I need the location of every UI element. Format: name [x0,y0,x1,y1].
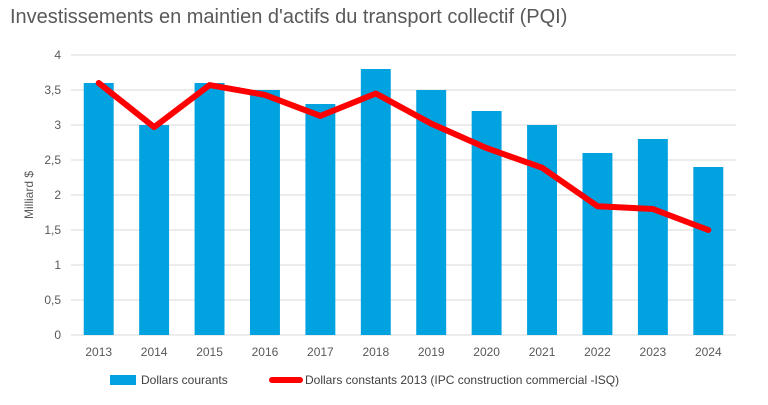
y-tick-label: 0 [54,328,61,342]
line-point [209,84,211,86]
x-tick-label: 2016 [252,345,279,359]
line-point [319,115,321,117]
bar [360,69,391,335]
y-axis-title: Milliard $ [22,171,36,219]
legend-label: Dollars constants 2013 (IPC construction… [305,373,619,387]
line-point [652,208,654,210]
x-tick-label: 2015 [196,345,223,359]
x-tick-label: 2019 [418,345,445,359]
y-tick-label: 1 [54,258,61,272]
y-tick-label: 2,5 [44,153,61,167]
x-tick-label: 2024 [695,345,722,359]
line-point [541,167,543,169]
y-tick-label: 0,5 [44,293,61,307]
y-tick-label: 4 [54,48,61,62]
bar [527,125,558,335]
gridlines [71,54,736,336]
line-point [153,126,155,128]
y-tick-label: 3,5 [44,83,61,97]
bar [582,153,613,335]
bar [693,167,724,335]
line-path [95,80,712,233]
y-tick-label: 1,5 [44,223,61,237]
bar [305,104,336,335]
bar-series [83,69,724,335]
bar [83,83,114,335]
bar [249,90,280,335]
line-point [596,205,598,207]
line-point [486,147,488,149]
y-tick-label: 3 [54,118,61,132]
line-point [264,94,266,96]
x-tick-label: 2020 [473,345,500,359]
chart-title: Investissements en maintien d'actifs du … [10,6,568,28]
x-tick-label: 2017 [307,345,334,359]
y-tick-label: 2 [54,188,61,202]
bar [139,125,170,335]
x-tick-label: 2023 [640,345,667,359]
x-tick-label: 2018 [362,345,389,359]
line-point [98,82,100,84]
legend: Dollars courants Dollars constants 2013 (… [110,373,619,387]
x-tick-label: 2014 [141,345,168,359]
line-point [430,123,432,125]
x-axis-ticks: 2013 2014 2015 2016 2017 2018 2019 2020 2021 2022… [85,345,722,359]
x-tick-label: 2022 [584,345,611,359]
y-axis-ticks: 0 0,5 1 1,5 2 2,5 3 3,5 4 [44,48,61,342]
line-point [375,93,377,94]
line-series [95,80,712,233]
x-tick-label: 2021 [529,345,556,359]
legend-label: Dollars courants [141,373,228,387]
bar [637,139,668,335]
x-tick-label: 2013 [85,345,112,359]
legend-swatch-bar [110,375,136,385]
line-point [707,229,709,231]
bar [194,83,225,335]
